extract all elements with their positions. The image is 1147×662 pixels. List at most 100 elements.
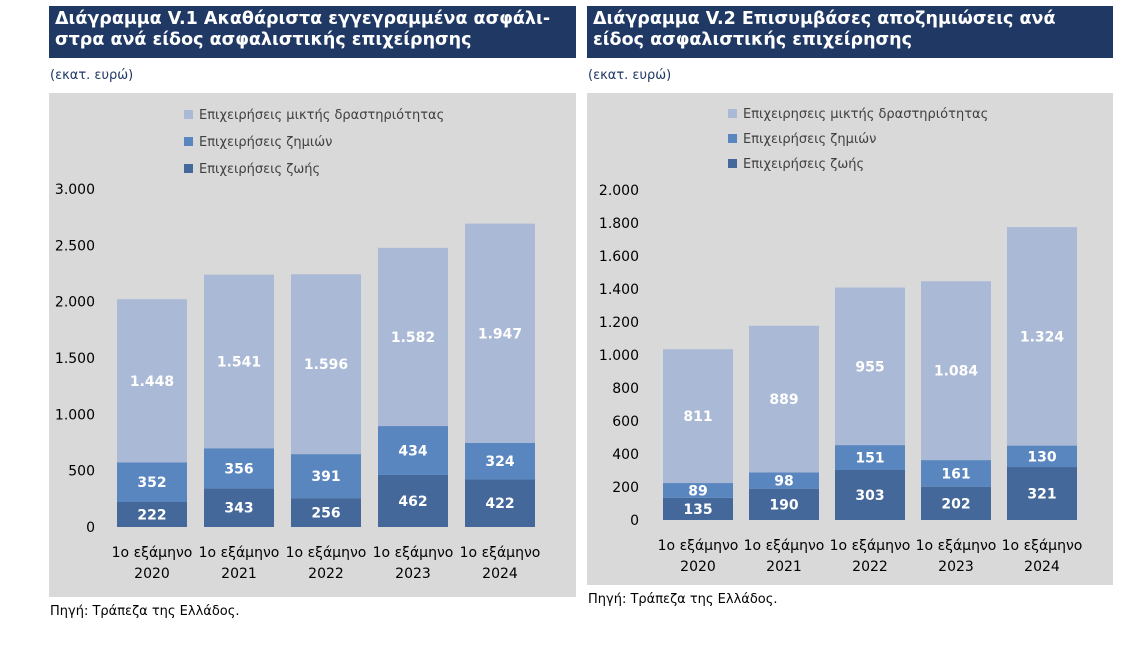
bar-segment [291, 454, 361, 499]
data-label: 202 [941, 496, 970, 512]
y-tick-label: 1.800 [599, 216, 639, 232]
data-label: 1.448 [130, 374, 174, 390]
bar-segment [204, 488, 274, 527]
bar-segment [1007, 445, 1077, 468]
x-tick-label: 2020 [134, 566, 170, 582]
data-label: 462 [398, 494, 427, 510]
bar-segment [1007, 467, 1077, 520]
data-label: 324 [485, 454, 514, 470]
chart-source: Πηγή: Τράπεζα της Ελλάδος. [588, 592, 778, 607]
data-label: 391 [311, 469, 340, 485]
x-tick-label: 1ο εξάμηνο [373, 545, 454, 561]
data-label: 889 [769, 392, 798, 408]
bar-segment [117, 462, 187, 502]
data-label: 321 [1027, 487, 1056, 503]
bar-segment [204, 448, 274, 489]
legend-label: Επιχειρησεις μικτής δραστηριότητας [743, 107, 988, 122]
x-tick-label: 1ο εξάμηνο [199, 545, 280, 561]
x-tick-label: 2024 [482, 566, 518, 582]
bar-segment [378, 247, 448, 427]
y-tick-label: 1.600 [599, 249, 639, 265]
chart-panel-2: Διάγραμμα V.2 Επισυμβάσες αποζημιώσεις α… [587, 6, 1113, 607]
bar-segment [835, 445, 905, 471]
x-tick-label: 2022 [308, 566, 344, 582]
y-tick-label: 2.000 [599, 183, 639, 199]
x-tick-label: 1ο εξάμηνο [744, 538, 825, 554]
y-tick-label: 200 [612, 480, 639, 496]
y-tick-label: 1.000 [599, 348, 639, 364]
legend-swatch [728, 134, 737, 143]
chart-panel-1: Διάγραμμα V.1 Ακαθάριστα εγγεγραμμένα ασ… [49, 6, 576, 619]
x-tick-label: 1ο εξάμηνο [830, 538, 911, 554]
chart-source: Πηγή: Τράπεζα της Ελλάδος. [50, 604, 240, 619]
chart-title: Διάγραμμα V.2 Επισυμβάσες αποζημιώσεις α… [587, 6, 1113, 58]
bar-segment [291, 498, 361, 527]
data-label: 1.582 [391, 330, 435, 346]
chart-area: 0 500 1.000 1.500 2.000 2.500 3.000 222 352 1.448… [49, 93, 576, 597]
y-tick-label: 3.000 [55, 182, 95, 198]
data-label: 352 [137, 475, 166, 491]
y-tick-label: 800 [612, 381, 639, 397]
chart-svg: 0 500 1.000 1.500 2.000 2.500 3.000 222 352 1.448… [55, 108, 541, 582]
data-label: 135 [683, 502, 712, 518]
data-label: 1.324 [1020, 329, 1065, 345]
data-label: 1.947 [478, 326, 522, 342]
x-tick-label: 2021 [766, 559, 802, 575]
y-tick-label: 0 [86, 520, 95, 536]
bar-segment [117, 299, 187, 463]
chart-unit: (εκατ. ευρώ) [588, 68, 672, 83]
legend-swatch [184, 164, 193, 173]
bar-segment [465, 442, 535, 480]
data-label: 1.084 [934, 364, 979, 380]
legend-label: Επιχειρήσεις ζωής [743, 157, 864, 172]
bar-segment [921, 281, 991, 461]
y-tick-label: 1.200 [599, 315, 639, 331]
data-label: 422 [485, 496, 514, 512]
y-tick-label: 1.400 [599, 282, 639, 298]
data-label: 89 [688, 483, 707, 499]
x-tick-label: 2023 [938, 559, 974, 575]
data-label: 1.541 [217, 354, 261, 370]
data-label: 161 [941, 466, 970, 482]
y-tick-label: 2.000 [55, 295, 95, 311]
legend-label: Επιχειρήσεις ζωής [199, 162, 320, 177]
bar-segment [291, 274, 361, 455]
bar-segment [749, 472, 819, 489]
chart-unit: (εκατ. ευρώ) [50, 68, 134, 83]
data-label: 222 [137, 507, 166, 523]
legend-swatch [728, 159, 737, 168]
data-label: 356 [224, 461, 253, 477]
legend-label: Επιχειρήσεις μικτής δραστηριότητας [199, 108, 444, 123]
x-tick-label: 1ο εξάμηνο [112, 545, 193, 561]
chart-title: Διάγραμμα V.1 Ακαθάριστα εγγεγραμμένα ασ… [49, 6, 576, 58]
bar-segment [921, 460, 991, 487]
bar-segment [465, 223, 535, 443]
chart-svg: 0 200 400 600 800 1.000 1.200 1.400 1.600 1.800 2.… [599, 107, 1082, 575]
data-label: 256 [311, 506, 340, 522]
bar-segment [663, 497, 733, 520]
x-tick-label: 2022 [852, 559, 888, 575]
bar-segment [1007, 227, 1077, 446]
legend-swatch [728, 109, 737, 118]
data-label: 343 [224, 501, 253, 517]
x-tick-label: 2021 [221, 566, 257, 582]
bar-segment [921, 486, 991, 520]
legend-swatch [184, 137, 193, 146]
data-label: 434 [398, 443, 427, 459]
x-tick-label: 1ο εξάμηνο [460, 545, 541, 561]
x-tick-label: 1ο εξάμηνο [286, 545, 367, 561]
y-tick-label: 1.000 [55, 407, 95, 423]
y-tick-label: 1.500 [55, 351, 95, 367]
legend-swatch [184, 110, 193, 119]
x-tick-label: 2023 [395, 566, 431, 582]
data-label: 151 [855, 451, 884, 467]
bar-segment [663, 349, 733, 484]
data-label: 98 [774, 474, 793, 490]
data-label: 1.596 [304, 357, 348, 373]
legend-label: Επιχειρήσεις ζημιών [743, 132, 876, 147]
bar-segment [204, 274, 274, 449]
y-tick-label: 2.500 [55, 238, 95, 254]
bar-segment [663, 483, 733, 498]
bar-segment [835, 287, 905, 446]
y-tick-label: 0 [630, 513, 639, 529]
